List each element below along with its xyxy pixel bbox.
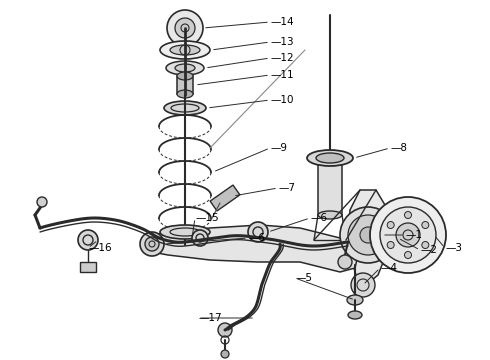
Circle shape bbox=[37, 197, 47, 207]
Text: —13: —13 bbox=[270, 37, 294, 47]
Circle shape bbox=[370, 197, 446, 273]
Text: —9: —9 bbox=[270, 143, 287, 153]
Circle shape bbox=[360, 227, 376, 243]
Text: —3: —3 bbox=[445, 243, 462, 253]
Ellipse shape bbox=[318, 211, 342, 219]
Ellipse shape bbox=[177, 90, 193, 98]
Text: —6: —6 bbox=[310, 213, 327, 223]
Circle shape bbox=[192, 230, 208, 246]
Ellipse shape bbox=[160, 41, 210, 59]
Text: —16: —16 bbox=[88, 243, 112, 253]
Ellipse shape bbox=[160, 225, 210, 239]
Circle shape bbox=[78, 230, 98, 250]
Ellipse shape bbox=[348, 311, 362, 319]
Circle shape bbox=[422, 242, 429, 248]
Text: —7: —7 bbox=[278, 183, 295, 193]
Circle shape bbox=[422, 221, 429, 229]
Ellipse shape bbox=[175, 64, 195, 72]
Circle shape bbox=[340, 207, 396, 263]
Circle shape bbox=[405, 211, 412, 219]
Circle shape bbox=[338, 255, 352, 269]
Text: —5: —5 bbox=[295, 273, 312, 283]
Ellipse shape bbox=[316, 153, 344, 163]
Circle shape bbox=[351, 273, 375, 297]
Ellipse shape bbox=[307, 150, 353, 166]
Text: —17: —17 bbox=[198, 313, 221, 323]
Text: —1: —1 bbox=[405, 230, 422, 240]
Text: —8: —8 bbox=[390, 143, 407, 153]
Ellipse shape bbox=[318, 156, 342, 164]
Ellipse shape bbox=[166, 61, 204, 75]
Bar bbox=[318, 160, 342, 215]
Ellipse shape bbox=[177, 72, 193, 80]
Text: —11: —11 bbox=[270, 70, 294, 80]
Bar bbox=[177, 76, 193, 94]
Circle shape bbox=[167, 10, 203, 46]
Polygon shape bbox=[152, 225, 358, 272]
Circle shape bbox=[405, 252, 412, 258]
Polygon shape bbox=[348, 190, 390, 285]
Ellipse shape bbox=[164, 101, 206, 115]
Circle shape bbox=[221, 350, 229, 358]
Text: —12: —12 bbox=[270, 53, 294, 63]
Bar bbox=[210, 185, 240, 211]
Circle shape bbox=[248, 222, 268, 242]
Circle shape bbox=[387, 242, 394, 248]
Circle shape bbox=[218, 323, 232, 337]
Text: —6: —6 bbox=[248, 233, 265, 243]
Circle shape bbox=[396, 223, 420, 247]
Circle shape bbox=[348, 215, 388, 255]
Circle shape bbox=[145, 237, 159, 251]
Circle shape bbox=[380, 207, 436, 263]
Circle shape bbox=[387, 221, 394, 229]
Text: —14: —14 bbox=[270, 17, 294, 27]
Circle shape bbox=[140, 232, 164, 256]
Ellipse shape bbox=[347, 295, 363, 305]
Bar bbox=[80, 262, 96, 272]
Text: —10: —10 bbox=[270, 95, 294, 105]
Text: —15: —15 bbox=[195, 213, 219, 223]
Text: —4: —4 bbox=[380, 263, 397, 273]
Circle shape bbox=[175, 18, 195, 38]
Text: —2: —2 bbox=[420, 245, 437, 255]
Ellipse shape bbox=[170, 45, 200, 55]
